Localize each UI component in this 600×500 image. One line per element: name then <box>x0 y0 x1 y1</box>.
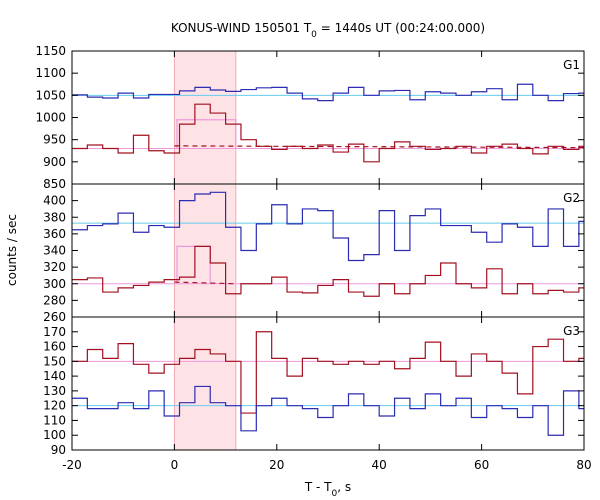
y-tick-label: 100 <box>43 428 66 442</box>
light-curve-blue <box>72 191 584 262</box>
y-tick-label: 170 <box>43 325 66 339</box>
average-rate-box <box>176 119 237 149</box>
panel-label: G2 <box>563 191 580 205</box>
y-tick-label: 300 <box>43 277 66 291</box>
light-curve-blue <box>72 385 584 436</box>
x-tick-label: 20 <box>269 458 284 472</box>
x-axis-label: T - T0, s <box>304 480 351 499</box>
y-tick-label: 320 <box>43 260 66 274</box>
x-tick-label: -20 <box>62 458 82 472</box>
panel-frame <box>71 316 585 451</box>
background-fit-dashed <box>174 281 236 285</box>
panel-g1 <box>72 51 584 184</box>
y-tick-label: 160 <box>43 340 66 354</box>
average-rate-box <box>176 245 211 284</box>
y-tick-label: 900 <box>43 155 66 169</box>
burst-highlight <box>174 51 236 184</box>
light-curve-red <box>72 245 584 297</box>
panel-frame <box>71 50 585 185</box>
y-tick-label: 850 <box>43 177 66 191</box>
light-curve-blue <box>72 83 584 102</box>
y-tick-label: 1000 <box>35 111 66 125</box>
panel-g2 <box>72 184 584 317</box>
y-tick-label: 280 <box>43 293 66 307</box>
y-tick-label: 1100 <box>35 66 66 80</box>
x-tick-label: 60 <box>474 458 489 472</box>
light-curve-red <box>72 103 584 163</box>
y-tick-label: 400 <box>43 194 66 208</box>
y-tick-label: 120 <box>43 399 66 413</box>
y-tick-label: 340 <box>43 244 66 258</box>
burst-highlight <box>174 184 236 317</box>
light-curve-red <box>72 331 584 414</box>
panel-label: G1 <box>563 58 580 72</box>
y-tick-label: 950 <box>43 133 66 147</box>
panel-frame <box>71 183 585 318</box>
chart-title: KONUS-WIND 150501 T0 = 1440s UT (00:24:0… <box>171 21 485 40</box>
background-fit-dashed <box>174 145 584 149</box>
y-tick-label: 360 <box>43 227 66 241</box>
y-tick-label: 1150 <box>35 44 66 58</box>
y-tick-label: 130 <box>43 384 66 398</box>
panel-label: G3 <box>563 324 580 338</box>
x-tick-label: 80 <box>576 458 591 472</box>
x-tick-label: 40 <box>372 458 387 472</box>
y-tick-label: 110 <box>43 413 66 427</box>
x-tick-label: 0 <box>171 458 179 472</box>
y-tick-label: 140 <box>43 369 66 383</box>
panel-group: 8509009501000105011001150G12602803003203… <box>35 44 591 472</box>
panel-g3 <box>72 317 584 450</box>
y-tick-label: 260 <box>43 310 66 324</box>
y-tick-label: 90 <box>51 443 66 457</box>
y-tick-label: 150 <box>43 354 66 368</box>
y-tick-label: 1050 <box>35 88 66 102</box>
y-axis-label: counts / sec <box>5 214 19 286</box>
burst-highlight <box>174 317 236 450</box>
y-tick-label: 380 <box>43 210 66 224</box>
